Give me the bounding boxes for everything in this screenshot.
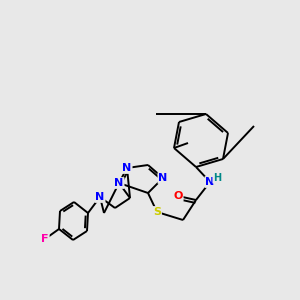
Text: N: N — [158, 173, 168, 183]
Text: F: F — [41, 234, 49, 244]
Text: S: S — [153, 207, 161, 217]
Text: H: H — [213, 173, 221, 183]
Text: N: N — [114, 178, 124, 188]
Text: N: N — [122, 163, 132, 173]
Text: N: N — [206, 177, 214, 187]
Text: N: N — [95, 192, 105, 202]
Text: O: O — [173, 191, 183, 201]
